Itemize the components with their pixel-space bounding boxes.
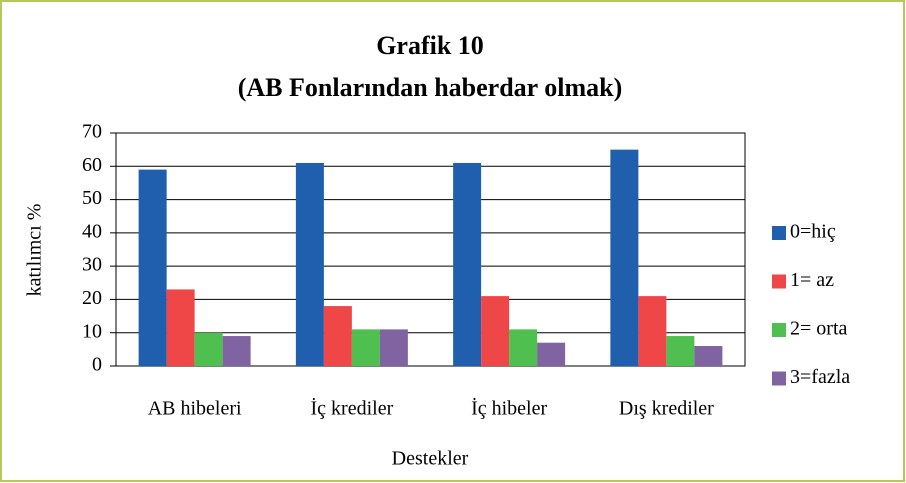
y-tick-label: 20 (82, 287, 102, 309)
bar (638, 296, 667, 366)
legend-swatch (772, 371, 786, 386)
legend-swatch (772, 274, 786, 289)
chart-title: Grafik 10 (376, 31, 484, 60)
y-tick-label: 30 (82, 254, 102, 276)
bar (453, 162, 482, 366)
bar (509, 329, 538, 366)
bar (166, 289, 195, 366)
bar (222, 336, 251, 366)
x-tick-label: İç hibeler (471, 397, 547, 420)
legend-label: 2= orta (790, 318, 847, 340)
bar (537, 342, 566, 366)
legend-label: 1= az (790, 269, 834, 291)
x-tick-label: Dış krediler (619, 398, 714, 420)
legend-swatch (772, 226, 786, 240)
y-tick-label: 10 (82, 320, 102, 342)
legend-swatch (772, 323, 786, 337)
y-tick-label: 70 (82, 121, 102, 143)
y-tick-label: 40 (82, 220, 102, 242)
plot-border (115, 132, 746, 367)
chart-subtitle: (AB Fonlarından haberdar olmak) (238, 73, 623, 102)
y-tick-label: 0 (92, 354, 102, 376)
bar (666, 336, 695, 366)
legend-label: 0=hiç (790, 221, 836, 243)
bar (694, 346, 723, 366)
bar (481, 296, 510, 366)
bar (379, 329, 408, 366)
x-tick-label: AB hibeleri (148, 398, 242, 420)
y-tick-label: 60 (82, 154, 102, 176)
x-tick-label: İç krediler (311, 397, 394, 420)
bar (610, 149, 639, 366)
x-axis-label: Destekler (392, 448, 469, 470)
bar (323, 306, 352, 366)
bar (351, 329, 380, 366)
bar (194, 332, 223, 366)
legend-label: 3=fazla (790, 366, 850, 388)
y-tick-label: 50 (82, 187, 102, 209)
bar (138, 169, 167, 366)
bar (295, 162, 324, 366)
y-axis-label: katılımcı % (24, 204, 46, 297)
